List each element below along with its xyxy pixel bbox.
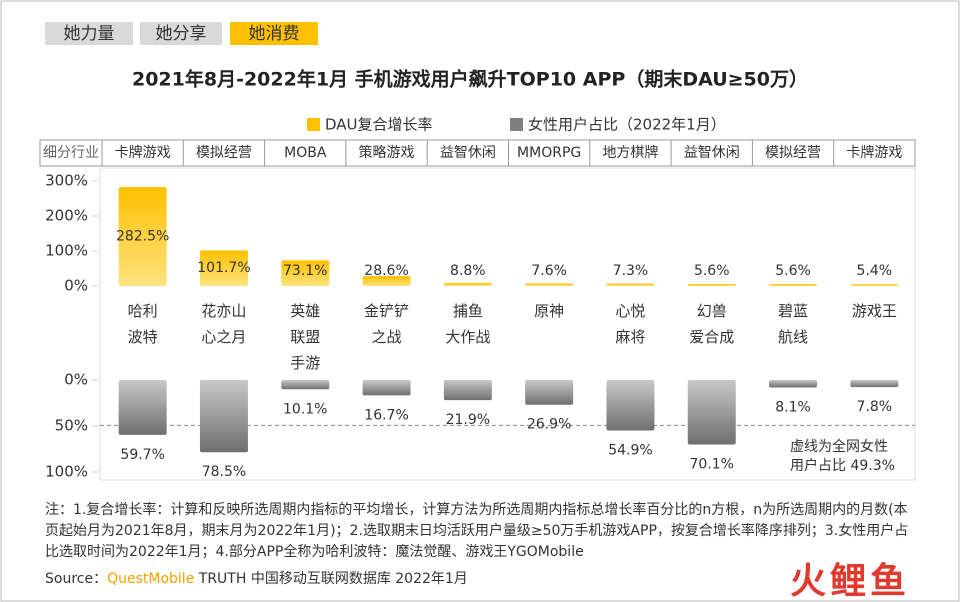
value-label: 78.5% <box>202 464 246 480</box>
tab <box>230 22 318 45</box>
bar <box>850 284 899 286</box>
footnote: 注：1.复合增长率：计算和反映所选周期内指标的平均增长，计算方法为所选周期内指标… <box>45 502 909 560</box>
x-tick-label: 碧蓝 航线 <box>778 302 809 346</box>
bar <box>525 380 574 405</box>
y2-tick-label: 100% <box>45 463 88 481</box>
legend-label: DAU复合增长率 <box>325 116 433 134</box>
tab <box>140 22 222 45</box>
source-rest: TRUTH 中国移动互联网数据库 2022年1月 <box>194 571 468 587</box>
value-label: 16.7% <box>364 407 408 423</box>
bar <box>443 380 492 401</box>
bar <box>362 275 411 286</box>
bar <box>687 284 736 286</box>
tab-label: 她消费 <box>249 24 300 44</box>
value-label: 54.9% <box>608 443 652 459</box>
value-label: 26.9% <box>527 417 571 433</box>
legend-swatch <box>510 118 523 131</box>
y-tick-label: 100% <box>45 242 88 260</box>
y-tick-label: 300% <box>45 172 88 190</box>
bar <box>199 380 248 453</box>
bar <box>281 380 330 390</box>
industry-label: 策略游戏 <box>359 144 415 161</box>
value-label: 28.6% <box>364 263 408 279</box>
bar <box>118 187 167 286</box>
industry-label: MMORPG <box>517 145 581 161</box>
value-label: 5.6% <box>694 263 730 279</box>
industry-label: 卡牌游戏 <box>846 144 902 161</box>
legend-label: 女性用户占比（2022年1月） <box>528 116 726 134</box>
y2-tick-label: 50% <box>55 417 88 435</box>
bar <box>850 380 899 388</box>
bar <box>525 283 574 286</box>
value-label: 10.1% <box>283 401 327 417</box>
industry-label: 益智休闲 <box>684 145 740 161</box>
x-tick-label: 心悦 麻将 <box>615 302 646 346</box>
value-label: 7.8% <box>857 399 893 415</box>
bar <box>118 380 167 435</box>
reference-label: 虚线为全网女性 用户占比 49.3% <box>790 439 895 474</box>
x-tick-label: 花亦山 心之月 <box>201 302 247 346</box>
y-tick-label: 0% <box>64 277 88 295</box>
x-tick-label: 游戏王 <box>851 302 897 320</box>
industry-label: 地方棋牌 <box>602 144 658 161</box>
bar <box>362 380 411 396</box>
tab-label: 她力量 <box>64 24 115 44</box>
industry-label: 益智休闲 <box>440 145 496 161</box>
y-tick-label: 200% <box>45 207 88 225</box>
x-tick-label: 金铲铲 之战 <box>364 302 410 346</box>
value-label: 5.4% <box>857 263 893 279</box>
bar <box>687 380 736 445</box>
tab <box>45 22 133 45</box>
tab-label: 她分享 <box>156 24 207 44</box>
source-prefix: Source： <box>45 571 108 587</box>
chart-title: 2021年8月-2022年1月 手机游戏用户飙升TOP10 APP（期末DAU≥… <box>132 68 808 91</box>
source: Source：QuestMobile TRUTH 中国移动互联网数据库 2022… <box>45 568 468 588</box>
bar <box>606 283 655 286</box>
bar <box>606 380 655 431</box>
bar <box>443 282 492 286</box>
industry-label: 模拟经营 <box>765 145 821 161</box>
x-tick-label: 捕鱼 大作战 <box>445 302 491 346</box>
x-tick-label: 幻兽 爱合成 <box>689 302 735 346</box>
x-tick-label: 英雄 联盟 手游 <box>290 302 321 372</box>
value-label: 8.1% <box>775 399 811 415</box>
bar <box>769 284 818 286</box>
value-label: 59.7% <box>120 447 164 463</box>
value-label: 70.1% <box>690 456 734 472</box>
x-tick-label: 原神 <box>534 302 565 320</box>
industry-label: MOBA <box>284 145 327 161</box>
value-label: 73.1% <box>283 263 327 279</box>
value-label: 282.5% <box>116 229 169 245</box>
industry-row <box>39 139 916 167</box>
industry-header: 细分行业 <box>43 145 99 161</box>
x-tick-label: 哈利 波特 <box>127 302 158 346</box>
logo: 火鲤鱼 <box>790 561 911 602</box>
y2-tick-label: 0% <box>64 371 88 389</box>
value-label: 21.9% <box>446 412 490 428</box>
bar <box>769 380 818 388</box>
value-label: 8.8% <box>450 263 486 279</box>
value-label: 101.7% <box>197 260 250 276</box>
legend-swatch <box>307 118 320 131</box>
value-label: 7.6% <box>531 263 567 279</box>
value-label: 7.3% <box>613 263 649 279</box>
industry-label: 模拟经营 <box>196 145 252 161</box>
source-brand: QuestMobile <box>107 571 195 587</box>
industry-label: 卡牌游戏 <box>115 144 171 161</box>
bar <box>199 250 248 286</box>
value-label: 5.6% <box>775 263 811 279</box>
plot-frame <box>99 167 916 481</box>
bar <box>281 260 330 286</box>
